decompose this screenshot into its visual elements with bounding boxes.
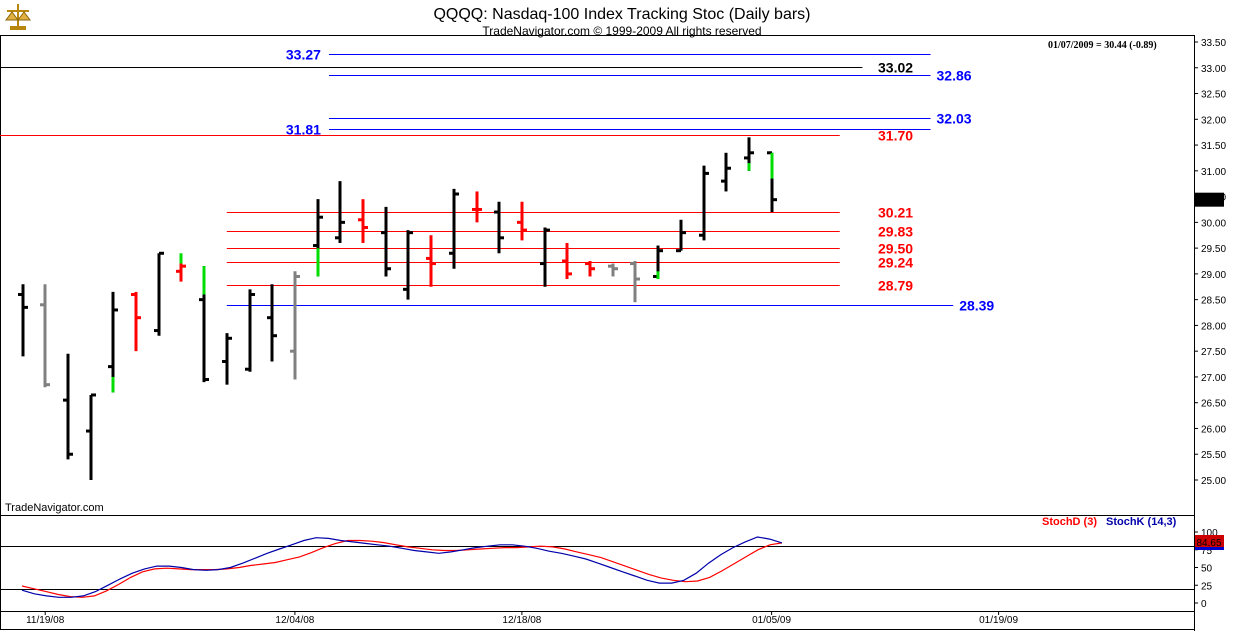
legend-stoch-d: StochD (3) xyxy=(1042,516,1097,528)
price-tick-label: 31.00 xyxy=(1201,167,1226,178)
ohlc-bar xyxy=(472,191,482,223)
ohlc-bar xyxy=(517,201,527,241)
stoch-tick-label: 75 xyxy=(1201,546,1213,557)
date-tick-label: 01/19/09 xyxy=(979,615,1018,626)
ohlc-bar xyxy=(335,181,345,243)
ohlc-bar xyxy=(290,271,300,380)
stoch-tick-label: 25 xyxy=(1201,581,1213,592)
level-label: 33.27 xyxy=(286,47,321,63)
ohlc-bar xyxy=(40,284,50,388)
stoch-last-badge: 84.65 xyxy=(1195,535,1224,550)
level-label: 31.70 xyxy=(878,128,913,144)
watermark: TradeNavigator.com xyxy=(5,502,104,514)
price-tick-label: 26.50 xyxy=(1201,399,1226,410)
level-lines: 33.27 33.02 32.86 32.03 31.81 31.70 30.21 29.83… xyxy=(0,47,994,314)
date-tick-label: 01/05/09 xyxy=(752,615,791,626)
level-label: 32.86 xyxy=(937,68,972,84)
price-tick-label: 29.50 xyxy=(1201,244,1226,255)
price-axis: 33.5033.0032.5032.0031.5031.0030.5030.00… xyxy=(1194,38,1226,487)
price-tick-label: 25.00 xyxy=(1201,476,1226,487)
price-tick-label: 28.00 xyxy=(1201,321,1226,332)
ohlc-bar xyxy=(449,188,459,269)
date-tick-label: 11/19/08 xyxy=(26,615,65,626)
date-axis: 11/19/08 12/04/08 12/18/08 01/05/09 01/19/09 xyxy=(0,611,1194,626)
ohlc-bar xyxy=(540,227,550,287)
level-label: 28.39 xyxy=(959,298,994,314)
legend-stoch-k: StochK (14,3) xyxy=(1106,516,1177,528)
price-tick-label: 25.50 xyxy=(1201,450,1226,461)
ohlc-bar xyxy=(721,152,731,192)
level-label: 29.24 xyxy=(878,255,913,271)
price-tick-label: 31.50 xyxy=(1201,141,1226,152)
level-label: 29.50 xyxy=(878,241,913,257)
date-tick-label: 12/18/08 xyxy=(502,615,541,626)
last-price-badge: 30.44 xyxy=(1195,192,1224,207)
ohlc-bar xyxy=(245,289,255,372)
price-tick-label: 32.50 xyxy=(1201,90,1226,101)
ohlc-bar xyxy=(608,263,618,277)
price-tick-label: 29.00 xyxy=(1201,270,1226,281)
price-tick-label: 33.00 xyxy=(1201,64,1226,75)
stoch-last-label: 84.65 xyxy=(1196,538,1221,549)
stoch-tick-label: 0 xyxy=(1201,599,1207,610)
level-label: 33.02 xyxy=(878,60,913,76)
price-tick-label: 32.00 xyxy=(1201,115,1226,126)
ohlc-bar xyxy=(403,230,413,300)
level-label: 31.81 xyxy=(286,122,321,138)
ohlc-bar xyxy=(108,291,118,393)
ohlc-bar xyxy=(267,284,277,362)
ohlc-bar xyxy=(381,206,391,277)
price-tick-label: 33.50 xyxy=(1201,38,1226,49)
stoch-series-line xyxy=(21,536,783,598)
ohlc-bar xyxy=(358,199,368,243)
ohlc-bar xyxy=(699,165,709,241)
price-tick-label: 27.00 xyxy=(1201,373,1226,384)
stoch-tick-label: 100 xyxy=(1201,528,1218,539)
last-price-label: 30.44 xyxy=(1196,196,1221,207)
date-tick-label: 12/04/08 xyxy=(275,615,314,626)
stoch-series-line xyxy=(21,539,783,598)
ohlc-bar xyxy=(562,242,572,280)
price-tick-label: 26.00 xyxy=(1201,424,1226,435)
price-bars xyxy=(18,137,777,480)
ohlc-bar xyxy=(585,261,595,277)
ohlc-bar xyxy=(494,201,504,254)
level-label: 32.03 xyxy=(937,111,972,127)
ohlc-bar xyxy=(426,235,436,287)
stoch-tick-label: 50 xyxy=(1201,564,1213,575)
price-tick-label: 28.50 xyxy=(1201,296,1226,307)
chart-subtitle: TradeNavigator.com © 1999-2009 All right… xyxy=(482,24,761,38)
price-tick-label: 27.50 xyxy=(1201,347,1226,358)
level-label: 30.21 xyxy=(878,205,913,221)
ohlc-bar xyxy=(86,393,96,480)
ohlc-bar xyxy=(154,251,164,336)
ohlc-bar xyxy=(630,261,640,303)
level-label: 28.79 xyxy=(878,278,913,294)
level-label: 29.83 xyxy=(878,224,913,240)
price-tick-label: 30.00 xyxy=(1201,218,1226,229)
ohlc-bar xyxy=(222,333,232,385)
chart-title: QQQQ: Nasdaq-100 Index Tracking Stoc (Da… xyxy=(433,6,810,23)
ohlc-bar xyxy=(63,353,73,460)
ohlc-bar xyxy=(676,219,686,253)
ohlc-bar xyxy=(18,284,28,357)
ohlc-bar xyxy=(131,291,141,352)
last-bar-info: 01/07/2009 = 30.44 (-0.89) xyxy=(1048,40,1157,51)
stoch-panel xyxy=(0,536,1194,598)
scales-logo-icon xyxy=(5,4,31,30)
plot-frame xyxy=(0,35,1195,630)
